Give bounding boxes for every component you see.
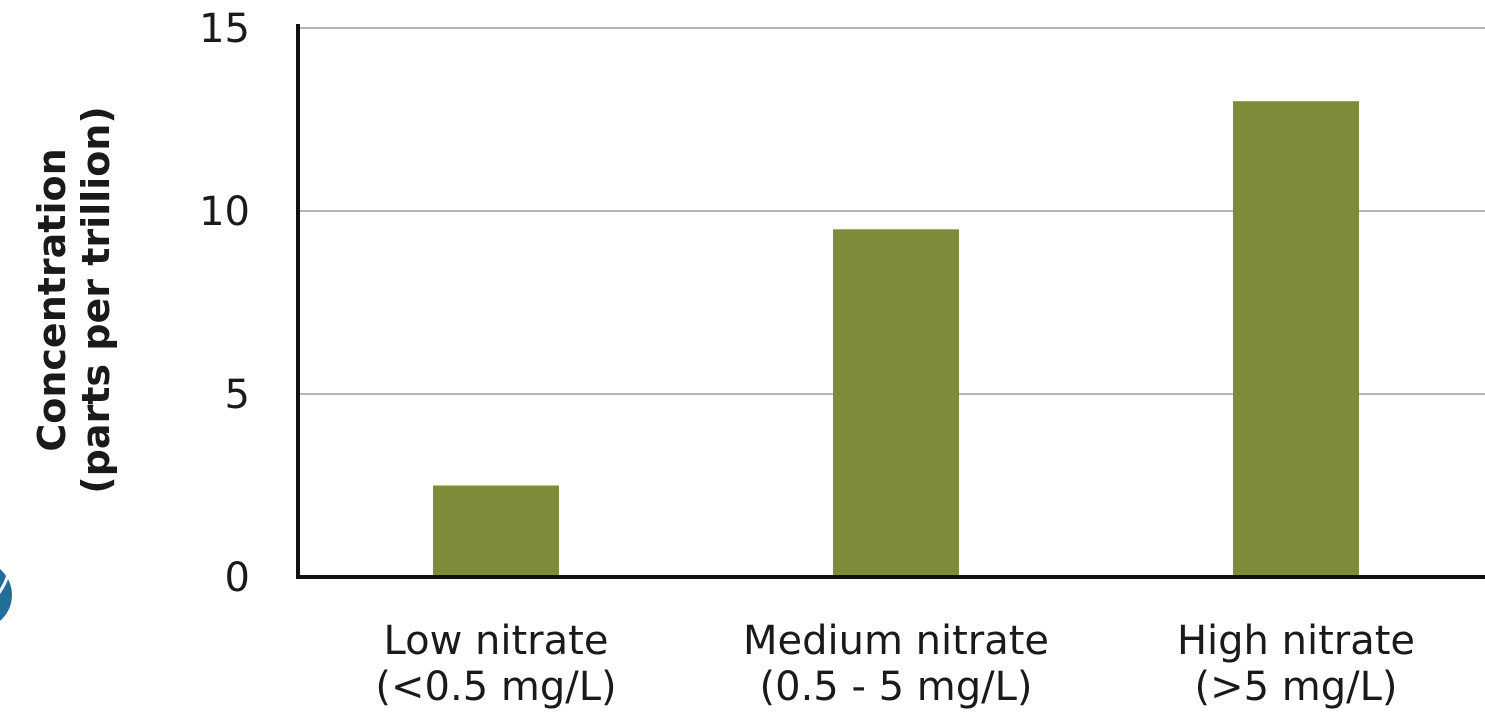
x-category-labels: Low nitrate (<0.5 mg/L) Medium nitrate (0.5…	[375, 618, 1415, 710]
x-category-label: High nitrate (>5 mg/L)	[1177, 618, 1415, 710]
y-tick-label: 0	[225, 555, 250, 601]
y-tick-label: 10	[199, 189, 250, 235]
axes	[296, 24, 1485, 579]
logo-circle-icon	[0, 569, 12, 621]
x-category-label: Low nitrate (<0.5 mg/L)	[375, 618, 616, 710]
y-axis-title: Concentration(parts per trillion)	[30, 106, 118, 493]
y-axis-label: Concentration(parts per trillion)	[30, 106, 118, 493]
y-tick-label: 15	[199, 6, 250, 52]
bar	[1233, 101, 1359, 577]
bars	[433, 101, 1359, 578]
logo-fragment	[0, 569, 12, 621]
y-tick-label: 5	[225, 372, 250, 418]
y-tick-labels: 0 5 10 15	[199, 6, 250, 601]
logo-swoosh-icon	[0, 574, 10, 595]
bar	[833, 229, 959, 578]
bar	[433, 485, 559, 577]
x-category-label: Medium nitrate (0.5 - 5 mg/L)	[743, 618, 1049, 710]
